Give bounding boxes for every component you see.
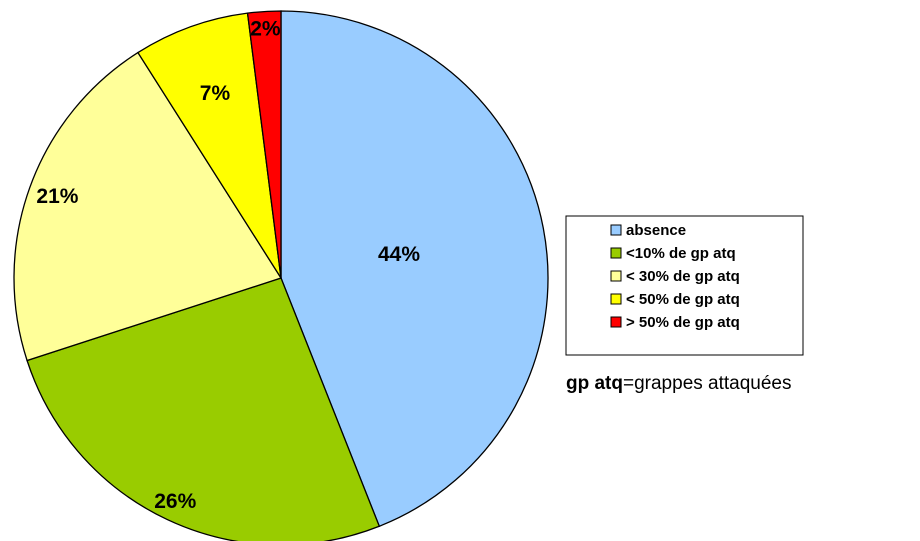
data-label: 2% (250, 18, 281, 41)
legend-swatch (610, 270, 622, 282)
annotation-key: gp atq (566, 373, 623, 394)
legend-swatch (610, 247, 622, 259)
data-label: 21% (36, 185, 78, 208)
legend-label: <10% de gp atq (626, 245, 736, 262)
legend-swatch (610, 316, 622, 328)
legend-swatch (610, 224, 622, 236)
pie-slice (137, 12, 282, 279)
data-label: 26% (154, 490, 196, 513)
pie-slice (246, 10, 282, 279)
annotation: gp atq=grappes attaquées (566, 373, 792, 394)
pie-slice (26, 277, 381, 541)
legend-label: > 50% de gp atq (626, 314, 740, 331)
legend-label: < 30% de gp atq (626, 268, 740, 285)
legend-swatch (610, 293, 622, 305)
pie-slice (13, 51, 282, 362)
legend-label: absence (626, 222, 686, 239)
legend-label: < 50% de gp atq (626, 291, 740, 308)
data-label: 44% (378, 243, 420, 266)
data-label: 7% (200, 82, 231, 105)
annotation-text: =grappes attaquées (623, 373, 792, 394)
legend-box (565, 215, 804, 356)
pie-slice (280, 10, 549, 528)
